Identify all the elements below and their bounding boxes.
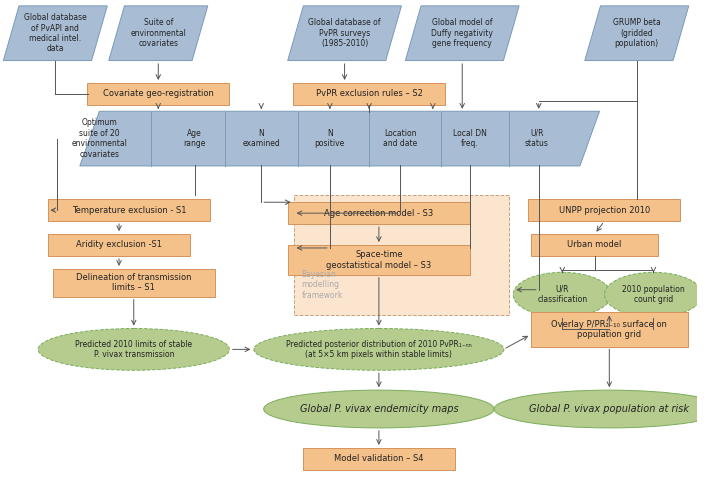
FancyBboxPatch shape bbox=[53, 269, 215, 297]
Polygon shape bbox=[80, 111, 600, 166]
Text: GRUMP beta
(gridded
population): GRUMP beta (gridded population) bbox=[613, 18, 661, 48]
Text: Space-time
geostatistical model – S3: Space-time geostatistical model – S3 bbox=[326, 250, 432, 270]
Polygon shape bbox=[288, 6, 401, 60]
Text: Location
and date: Location and date bbox=[384, 129, 418, 148]
Text: Urban model: Urban model bbox=[567, 241, 622, 250]
Text: N
examined: N examined bbox=[242, 129, 280, 148]
Text: Predicted 2010 limits of stable
P. vivax transmission: Predicted 2010 limits of stable P. vivax… bbox=[75, 340, 192, 359]
Text: 2010 population
count grid: 2010 population count grid bbox=[622, 285, 685, 304]
Polygon shape bbox=[108, 6, 208, 60]
Text: N
positive: N positive bbox=[315, 129, 345, 148]
Text: Age correction model - S3: Age correction model - S3 bbox=[324, 209, 433, 218]
Text: PvPR exclusion rules – S2: PvPR exclusion rules – S2 bbox=[316, 89, 423, 99]
Ellipse shape bbox=[254, 328, 504, 370]
Text: Model validation – S4: Model validation – S4 bbox=[334, 454, 424, 463]
Text: Suite of
environmental
covariates: Suite of environmental covariates bbox=[130, 18, 186, 48]
FancyBboxPatch shape bbox=[48, 199, 210, 221]
Text: U/R
classification: U/R classification bbox=[537, 285, 587, 304]
Text: Aridity exclusion -S1: Aridity exclusion -S1 bbox=[76, 241, 162, 250]
FancyBboxPatch shape bbox=[87, 83, 230, 105]
Text: Age
range: Age range bbox=[184, 129, 206, 148]
Text: Optimum
suite of 20
environmental
covariates: Optimum suite of 20 environmental covari… bbox=[72, 118, 128, 159]
FancyBboxPatch shape bbox=[48, 234, 190, 256]
Text: U/R
status: U/R status bbox=[525, 129, 549, 148]
Polygon shape bbox=[585, 6, 688, 60]
Text: Global P. vivax endemicity maps: Global P. vivax endemicity maps bbox=[300, 404, 458, 414]
Ellipse shape bbox=[494, 390, 709, 428]
FancyBboxPatch shape bbox=[528, 199, 681, 221]
Text: Covariate geo-registration: Covariate geo-registration bbox=[103, 89, 213, 99]
FancyBboxPatch shape bbox=[531, 234, 659, 256]
Polygon shape bbox=[4, 6, 107, 60]
FancyBboxPatch shape bbox=[531, 312, 688, 347]
Text: Predicted posterior distribution of 2010 PvPR₁₋ₙₙ
(at 5×5 km pixels within stabl: Predicted posterior distribution of 2010… bbox=[286, 340, 471, 359]
Text: Local DN
freq.: Local DN freq. bbox=[453, 129, 487, 148]
FancyBboxPatch shape bbox=[288, 245, 469, 275]
FancyBboxPatch shape bbox=[294, 195, 509, 314]
Text: Global model of
Duffy negativity
gene frequency: Global model of Duffy negativity gene fr… bbox=[431, 18, 493, 48]
Text: Delineation of transmission
limits – S1: Delineation of transmission limits – S1 bbox=[76, 273, 191, 293]
Text: Overlay P/PR₂₋₁₀ surface on
population grid: Overlay P/PR₂₋₁₀ surface on population g… bbox=[552, 320, 667, 339]
FancyBboxPatch shape bbox=[303, 448, 455, 469]
FancyBboxPatch shape bbox=[288, 202, 469, 224]
Ellipse shape bbox=[264, 390, 494, 428]
Polygon shape bbox=[406, 6, 519, 60]
Text: Global database of
PvPR surveys
(1985-2010): Global database of PvPR surveys (1985-20… bbox=[308, 18, 381, 48]
Text: Bayesian
modelling
framework: Bayesian modelling framework bbox=[301, 270, 343, 299]
Ellipse shape bbox=[604, 272, 703, 317]
Ellipse shape bbox=[38, 328, 230, 370]
Text: Global P. vivax population at risk: Global P. vivax population at risk bbox=[530, 404, 689, 414]
Text: Temperature exclusion - S1: Temperature exclusion - S1 bbox=[72, 206, 186, 214]
Text: UNPP projection 2010: UNPP projection 2010 bbox=[559, 206, 650, 214]
Text: Global database
of PvAPI and
medical intel.
data: Global database of PvAPI and medical int… bbox=[24, 13, 86, 53]
FancyBboxPatch shape bbox=[293, 83, 445, 105]
Ellipse shape bbox=[513, 272, 611, 317]
